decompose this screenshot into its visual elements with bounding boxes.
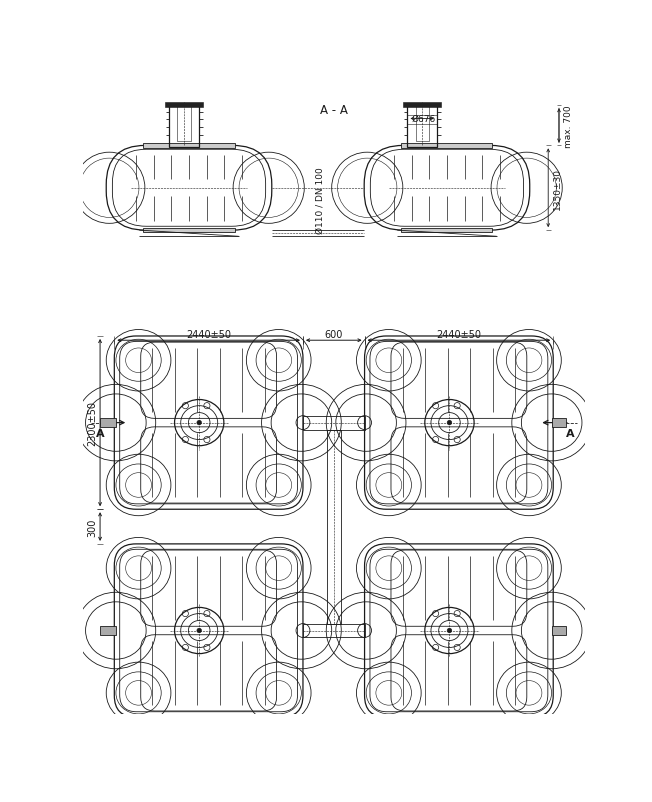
Text: 2440±50: 2440±50 [186,330,231,339]
Bar [303,624,364,638]
Bar [327,430,341,624]
Bar [177,106,190,142]
Bar [408,106,437,148]
Bar [100,626,116,635]
Text: max. 700: max. 700 [564,105,572,148]
Bar [303,416,364,430]
Ellipse shape [197,421,201,425]
Bar [143,144,235,148]
Bar [402,144,492,148]
Text: A: A [565,429,574,439]
Bar [415,106,429,142]
Bar [552,419,565,427]
Text: 2300±50: 2300±50 [87,401,97,446]
Bar [100,419,116,427]
Bar [402,229,492,233]
Bar [143,229,235,233]
Ellipse shape [447,421,452,425]
Bar [408,115,437,124]
Ellipse shape [197,629,201,633]
Text: Ø110 / DN 100: Ø110 / DN 100 [316,167,325,233]
Bar [165,103,203,107]
Bar [170,106,199,148]
Text: A: A [96,429,104,439]
Bar [403,103,441,107]
Text: 300: 300 [87,518,97,536]
Text: A - A: A - A [320,103,348,116]
Text: Ø676: Ø676 [411,115,436,124]
Ellipse shape [447,629,452,633]
Bar [552,626,565,635]
Text: 2440±50: 2440±50 [436,330,481,339]
Text: 600: 600 [325,330,343,339]
Text: 1350±30: 1350±30 [553,168,562,209]
